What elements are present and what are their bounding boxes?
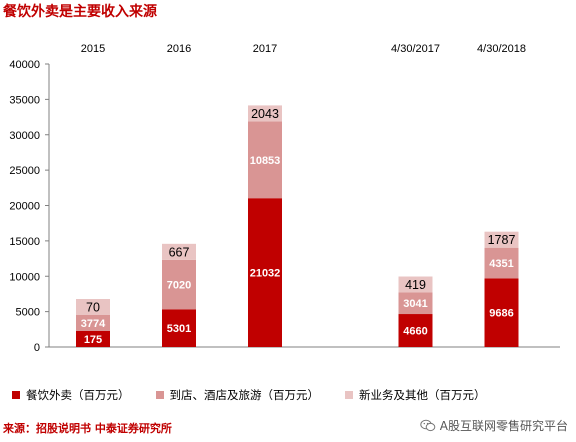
category-label: 2016 [167,43,191,55]
bar-segment-food-delivery [248,198,282,347]
bar-segment-new-business [248,105,282,122]
legend-label-food-delivery: 餐饮外卖（百万元） [26,388,130,402]
category-label: 2017 [253,43,277,55]
y-tick-label: 40000 [9,59,40,71]
data-label-food-delivery: 4660 [403,325,427,337]
y-tick-label: 15000 [9,236,40,248]
page-title: 餐饮外卖是主要收入来源 [3,4,157,20]
bar-segment-food-delivery [398,314,433,347]
data-label-food-delivery: 5301 [167,323,191,335]
legend-swatch-food-delivery [12,391,20,399]
bar-segment-food-delivery [484,278,519,347]
legend-swatch-new-business [345,391,353,399]
bar-segment-new-business [162,243,196,260]
data-label-in-store-hotel-travel: 4351 [489,258,513,270]
watermark: A股互联网零售研究平台 [420,417,568,434]
data-label-in-store-hotel-travel: 3041 [403,298,427,310]
bar-segment-new-business [398,276,433,293]
data-label-new-business: 667 [169,245,190,259]
data-label-food-delivery: 21032 [250,268,281,280]
legend-item-in-store-hotel-travel: 到店、酒店及旅游（百万元） [155,387,320,403]
bar-segment-in-store-hotel-travel [162,259,196,310]
bar-segment-new-business [484,231,519,248]
bar-segment-food-delivery [162,309,196,347]
y-tick-label: 20000 [9,201,40,213]
legend-swatch-in-store-hotel-travel [155,391,164,399]
bar-segment-new-business [76,299,110,315]
y-tick-label: 0 [34,342,40,354]
y-tick-label: 10000 [9,271,40,283]
legend-item-food-delivery: 餐饮外卖（百万元） [12,387,130,403]
data-label-new-business: 419 [405,278,426,292]
bar-segment-food-delivery [76,331,110,347]
y-tick-label: 30000 [9,130,40,142]
legend-label-new-business: 新业务及其他（百万元） [359,388,486,402]
bar-segment-in-store-hotel-travel [248,121,282,199]
category-label: 4/30/2018 [477,43,526,55]
y-tick-label: 5000 [16,307,40,319]
data-label-new-business: 2043 [251,107,279,121]
watermark-text: A股互联网零售研究平台 [439,419,568,433]
bar-segment-in-store-hotel-travel [398,292,433,315]
data-label-food-delivery: 175 [84,334,102,346]
legend-label-in-store-hotel-travel: 到店、酒店及旅游（百万元） [169,388,320,402]
category-label: 2015 [81,43,105,55]
bar-segment-in-store-hotel-travel [484,247,519,279]
legend-item-new-business: 新业务及其他（百万元） [345,387,486,403]
data-label-food-delivery: 9686 [489,308,513,320]
wechat-icon [420,419,436,432]
category-label: 4/30/2017 [391,43,440,55]
data-label-new-business: 70 [86,301,100,315]
data-label-in-store-hotel-travel: 10853 [250,155,281,167]
bar-segment-in-store-hotel-travel [76,315,110,331]
y-tick-label: 25000 [9,165,40,177]
chart-legend: 餐饮外卖（百万元） 到店、酒店及旅游（百万元） 新业务及其他（百万元） [12,387,512,403]
source-note: 来源：招股说明书 中泰证券研究所 [3,422,172,435]
data-label-in-store-hotel-travel: 3774 [81,318,106,330]
y-tick-label: 35000 [9,94,40,106]
data-label-new-business: 1787 [488,233,516,247]
data-label-in-store-hotel-travel: 7020 [167,280,191,292]
